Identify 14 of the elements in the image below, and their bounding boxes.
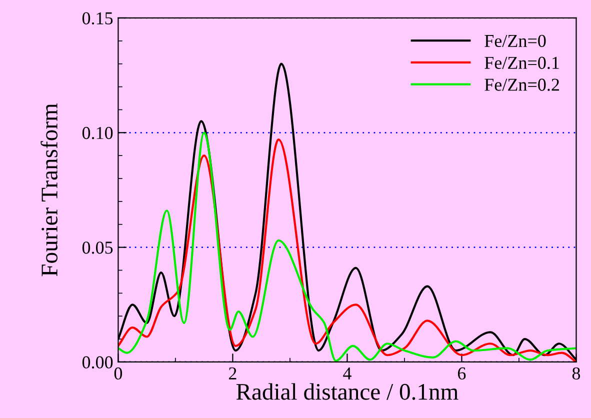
x-tick-label: 6	[458, 367, 466, 380]
x-axis-title: Radial distance / 0.1nm	[236, 383, 458, 400]
y-tick-label: 0.00	[82, 356, 113, 369]
x-tick-label: 4	[343, 367, 352, 380]
y-tick-label: 0.05	[82, 242, 113, 254]
legend-label: Fe/Zn=0	[484, 34, 546, 48]
x-tick-label: 0	[114, 367, 122, 380]
x-tick-label: 2	[228, 367, 236, 380]
x-tick-label: 8	[572, 367, 580, 380]
legend-label: Fe/Zn=0.2	[484, 78, 559, 91]
y-tick-label: 0.15	[82, 12, 113, 24]
legend-label: Fe/Zn=0.1	[484, 56, 559, 70]
y-axis-title: Fourier Transform	[40, 103, 58, 276]
y-tick-label: 0.10	[82, 126, 113, 140]
